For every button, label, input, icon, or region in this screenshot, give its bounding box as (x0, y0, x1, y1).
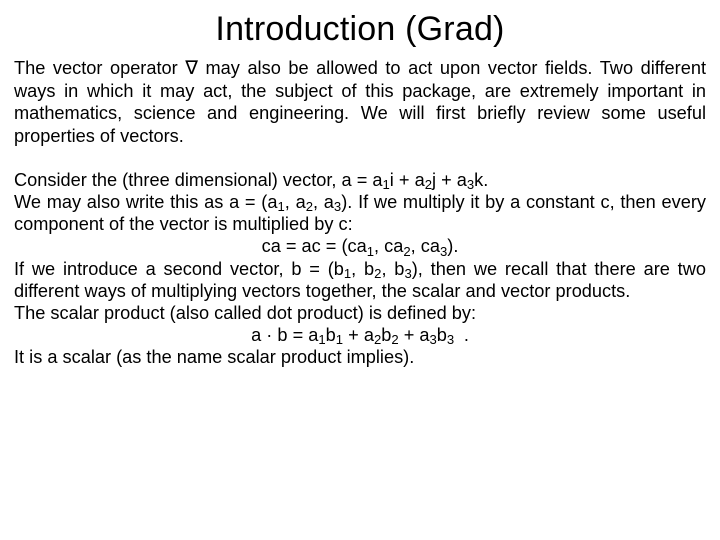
eq1-s3: 3 (440, 244, 447, 259)
page-title: Introduction (Grad) (14, 10, 706, 49)
eq2-s3: 2 (374, 332, 381, 347)
p2-line4: The scalar product (also called dot prod… (14, 303, 476, 323)
p2-line1-a: Consider the (three dimensional) vector,… (14, 170, 383, 190)
sub-2: 2 (425, 177, 432, 192)
eq2-s2: 1 (336, 332, 343, 347)
p2-line3-b: , b (351, 259, 374, 279)
eq2-g: . (459, 325, 469, 345)
p2-line5: It is a scalar (as the name scalar produ… (14, 347, 414, 367)
p1-text-a: The vector operator (14, 58, 185, 78)
sub-3: 3 (467, 177, 474, 192)
sub-9: 3 (404, 266, 411, 281)
sub-4: 1 (277, 199, 284, 214)
nabla-symbol: ∇ (185, 58, 198, 79)
p2-line2-c: , a (313, 192, 334, 212)
sub-8: 2 (374, 266, 381, 281)
p2-line2-b: , a (285, 192, 306, 212)
equation-1: ca = ac = (ca1, ca2, ca3). (14, 235, 706, 257)
p2-line2-a: We may also write this as a = (a (14, 192, 277, 212)
eq1-d: ). (447, 236, 458, 256)
p2-line1-d: k. (474, 170, 488, 190)
sub-6: 3 (334, 199, 341, 214)
sub-7: 1 (344, 266, 351, 281)
eq2-s1: 1 (318, 332, 325, 347)
eq1-c: , ca (411, 236, 440, 256)
eq1-s2: 2 (403, 244, 410, 259)
eq2-c: + a (343, 325, 374, 345)
sub-5: 2 (306, 199, 313, 214)
p2-line1-b: i + a (390, 170, 425, 190)
equation-2: a · b = a1b1 + a2b2 + a3b3 . (14, 324, 706, 346)
eq2-d: b (381, 325, 391, 345)
eq1-b: , ca (374, 236, 403, 256)
eq2-a: a · b = a (251, 325, 318, 345)
eq2-e: + a (399, 325, 430, 345)
sub-1: 1 (383, 177, 390, 192)
eq2-s5: 3 (430, 332, 437, 347)
p2-line3-c: , b (381, 259, 404, 279)
eq1-a: ca = ac = (ca (262, 236, 367, 256)
p2-line3-a: If we introduce a second vector, b = (b (14, 259, 344, 279)
eq2-b: b (326, 325, 336, 345)
eq2-s6: 3 (447, 332, 454, 347)
paragraph-2: Consider the (three dimensional) vector,… (14, 169, 706, 369)
eq2-s4: 2 (391, 332, 398, 347)
eq2-f: b (437, 325, 447, 345)
eq1-s1: 1 (367, 244, 374, 259)
paragraph-1: The vector operator ∇ may also be allowe… (14, 57, 706, 147)
p2-line1-c: j + a (432, 170, 467, 190)
slide: Introduction (Grad) The vector operator … (0, 0, 720, 540)
